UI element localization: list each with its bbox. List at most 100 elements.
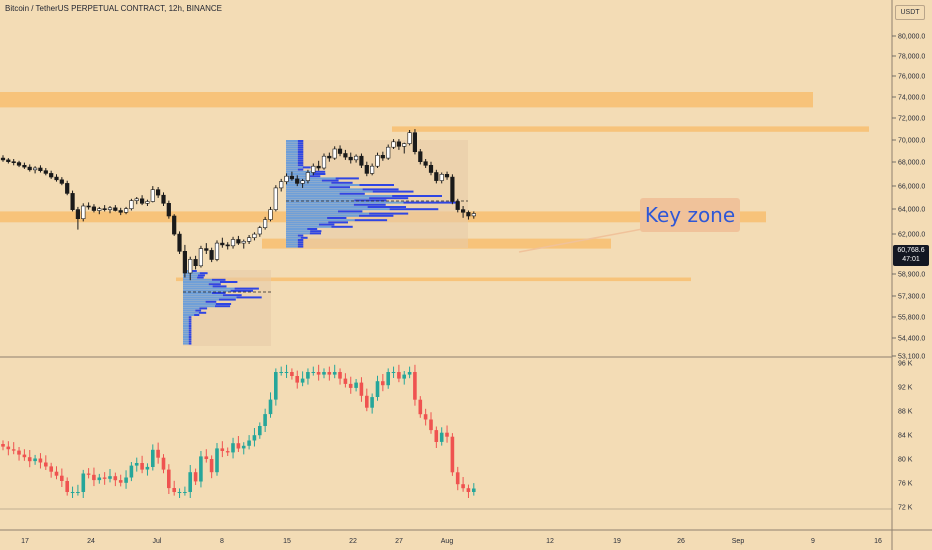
- profile-bar-down: [321, 179, 339, 182]
- candle-bull: [150, 189, 155, 202]
- candle-bull: [375, 155, 380, 167]
- profile-bar-down: [318, 223, 335, 226]
- profile-bar-down: [188, 316, 192, 319]
- profile-bar-up: [286, 243, 298, 246]
- profile-bar-up: [286, 239, 298, 241]
- zone-band[interactable]: [392, 126, 869, 132]
- profile-bar-down: [212, 292, 226, 294]
- profile-bar-down: [309, 175, 321, 178]
- osc-candle: [27, 457, 32, 462]
- price-tick-label: 74,000.0: [898, 95, 925, 102]
- zone-band[interactable]: [176, 277, 691, 282]
- candle-bear: [466, 212, 471, 217]
- time-tick-label: Sep: [732, 538, 745, 545]
- candle-bear: [295, 178, 300, 184]
- profile-bar-down: [359, 214, 394, 217]
- profile-bar-down: [353, 203, 386, 206]
- candle-bull: [252, 233, 257, 239]
- price-tick-label: 54,400.0: [898, 336, 925, 343]
- osc-candle: [11, 449, 16, 451]
- profile-bar-up: [183, 338, 189, 341]
- profile-bar-up: [286, 219, 355, 222]
- osc-candle: [102, 477, 107, 479]
- osc-candle: [177, 492, 182, 493]
- profile-bar-down: [218, 298, 236, 301]
- profile-bar-down: [208, 283, 221, 286]
- candle-bear: [65, 183, 70, 194]
- profile-bar-up: [286, 173, 313, 175]
- osc-candle: [188, 472, 192, 492]
- profile-bar-up: [183, 322, 189, 325]
- profile-bar-down: [297, 239, 304, 241]
- osc-candle: [70, 492, 75, 493]
- osc-candle: [370, 397, 374, 408]
- price-tick-label: 70,000.0: [898, 138, 925, 145]
- profile-bar-up: [286, 230, 311, 233]
- profile-bar-down: [234, 287, 259, 290]
- candle-bull: [97, 208, 102, 211]
- profile-bar-down: [297, 148, 304, 151]
- profile-bar-down: [230, 289, 253, 292]
- candle-bear: [59, 179, 64, 184]
- profile-bar-down: [297, 241, 304, 244]
- osc-candle: [348, 383, 353, 388]
- candle-bull: [279, 181, 284, 189]
- profile-bar-down: [188, 342, 192, 345]
- candle-bear: [364, 165, 369, 174]
- profile-bar-up: [286, 228, 308, 230]
- bar-countdown: 47:01: [902, 256, 920, 263]
- profile-bar-up: [286, 144, 298, 147]
- candle-bull: [257, 227, 262, 235]
- osc-candle: [1, 444, 5, 447]
- profile-bar-down: [236, 296, 262, 299]
- candle-bull: [247, 237, 252, 242]
- profile-bar-up: [183, 285, 213, 288]
- profile-bar-down: [369, 212, 409, 215]
- current-price-label: 60,768.6 47:01: [893, 245, 929, 266]
- profile-bar-down: [302, 166, 311, 169]
- profile-bar-down: [188, 329, 192, 332]
- osc-candle: [359, 382, 364, 396]
- osc-candle: [225, 451, 230, 453]
- profile-bar-up: [286, 214, 359, 217]
- candle-bull: [332, 148, 337, 159]
- time-axis[interactable]: 17 24 Jul 8 15 22 27 Aug 12 19 26 Sep 9 16: [21, 538, 882, 545]
- profile-bar-down: [222, 294, 242, 297]
- currency-button[interactable]: USDT: [895, 5, 925, 20]
- profile-bar-up: [286, 148, 298, 151]
- candle-bull: [107, 207, 113, 210]
- profile-bar-down: [198, 311, 207, 314]
- oscillator-axis[interactable]: 96 K 92 K 88 K 84 K 80 K 76 K 72 K: [898, 361, 913, 512]
- profile-bar-up: [183, 298, 219, 301]
- profile-bar-down: [197, 274, 205, 277]
- osc-tick-label: 72 K: [898, 505, 913, 512]
- candle-bear: [161, 194, 166, 204]
- price-tick-label: 68,000.0: [898, 160, 925, 167]
- osc-candle: [97, 477, 102, 481]
- price-tick-label: 53,100.0: [898, 354, 925, 361]
- osc-candle: [118, 480, 123, 483]
- profile-bar-down: [188, 333, 192, 336]
- candle-bear: [460, 209, 466, 213]
- candle-bull: [188, 259, 193, 274]
- price-tick-label: 80,000.0: [898, 34, 925, 41]
- osc-candle: [413, 372, 417, 400]
- profile-bar-up: [286, 217, 328, 219]
- profile-bar-up: [183, 333, 189, 336]
- osc-candle: [472, 488, 476, 492]
- profile-bar-up: [183, 287, 235, 290]
- osc-candle: [375, 381, 380, 397]
- profile-bar-up: [183, 296, 237, 299]
- candle-bull: [32, 167, 38, 171]
- candle-bull: [439, 174, 444, 181]
- osc-candle: [231, 443, 235, 453]
- candle-bear: [166, 203, 171, 217]
- profile-bar-up: [183, 331, 189, 334]
- profile-bar-down: [297, 234, 304, 237]
- price-axis[interactable]: 80,000.0 78,000.0 76,000.0 74,000.0 72,000.0…: [892, 34, 925, 361]
- profile-bar-up: [183, 342, 189, 345]
- time-tick-label: 16: [874, 538, 882, 545]
- key-zone-callout[interactable]: Key zone: [640, 198, 740, 232]
- zone-band[interactable]: [0, 92, 813, 108]
